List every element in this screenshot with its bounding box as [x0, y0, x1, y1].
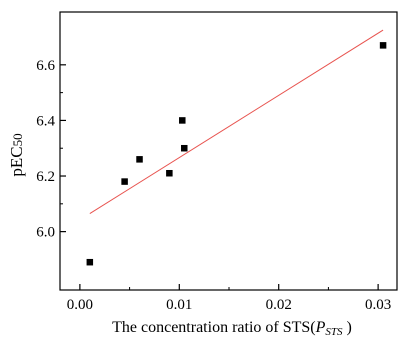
plot-border — [59, 11, 398, 291]
x-axis-title-suffix: ) — [343, 319, 352, 336]
x-tick-label: 0.01 — [166, 297, 192, 313]
y-tick-label: 6.0 — [36, 225, 55, 241]
x-axis-title-prefix: The concentration ratio of STS( — [112, 319, 316, 336]
y-axis-title: pEC50 — [7, 133, 26, 176]
x-tick-label: 0.00 — [67, 297, 93, 313]
x-tick-label: 0.02 — [266, 297, 292, 313]
data-point-3 — [136, 156, 143, 163]
x-axis-title-var: P — [315, 319, 326, 336]
data-point-4 — [166, 169, 173, 177]
fit-line — [89, 29, 384, 214]
y-tick-label: 6.2 — [36, 169, 55, 185]
x-axis-title-sub: STS — [325, 326, 343, 338]
y-axis-title-sub: 50 — [10, 133, 25, 146]
data-point-6 — [181, 144, 188, 152]
data-point-1 — [86, 258, 94, 266]
y-tick-label: 6.6 — [36, 58, 55, 74]
data-point-2 — [121, 178, 128, 185]
x-tick-label: 0.03 — [365, 297, 391, 313]
x-axis-title: The concentration ratio of STS(PSTS ) — [112, 319, 352, 338]
data-point-5 — [179, 117, 186, 124]
y-tick-label: 6.4 — [36, 113, 55, 129]
y-axis-title-prefix: pEC — [7, 146, 26, 176]
data-point-7 — [379, 42, 387, 49]
